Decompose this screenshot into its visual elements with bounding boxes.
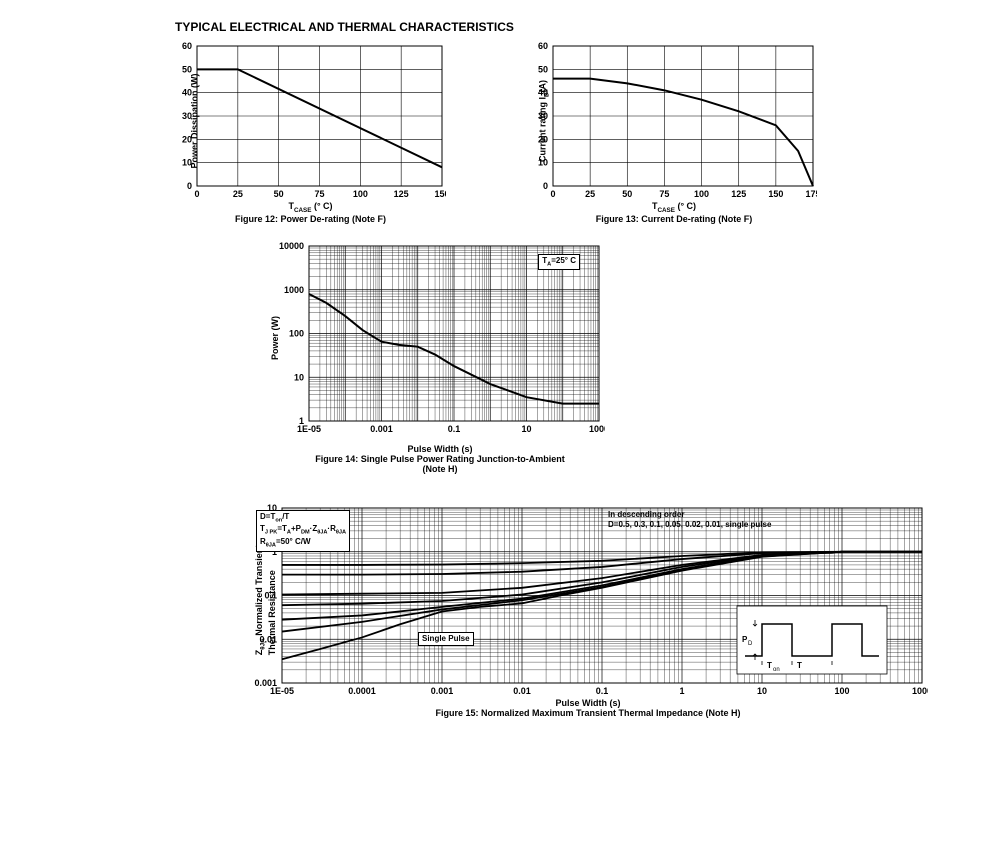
svg-text:1000: 1000 — [589, 424, 605, 434]
fig13-caption: Figure 13: Current De-rating (Note F) — [596, 214, 753, 224]
fig12: Power Dissipation (W) 025507510012515001… — [175, 42, 446, 224]
fig14: Power (W) TA=25° C 1E-050.0010.110100011… — [270, 242, 610, 474]
fig13-ylabel: Current rating ID(A) — [538, 80, 551, 162]
fig12-ylabel: Power Dissipation (W) — [190, 73, 200, 168]
page-title: TYPICAL ELECTRICAL AND THERMAL CHARACTER… — [175, 20, 991, 34]
svg-text:T: T — [767, 661, 772, 670]
fig14-annot: TA=25° C — [538, 254, 580, 271]
svg-text:150: 150 — [768, 189, 783, 199]
svg-text:0: 0 — [543, 181, 548, 191]
svg-text:50: 50 — [274, 189, 284, 199]
svg-text:T: T — [797, 661, 802, 670]
svg-text:1000: 1000 — [912, 686, 928, 696]
fig14-xlabel: Pulse Width (s) — [408, 444, 473, 454]
svg-text:125: 125 — [731, 189, 746, 199]
top-row: Power Dissipation (W) 0 25 50 75 100 125 150 0 1… — [175, 42, 991, 224]
fig14-caption: Figure 14: Single Pulse Power Rating Jun… — [310, 454, 570, 474]
fig15-annot-right: In descending orderD=0.5, 0.3, 0.1, 0.05… — [608, 510, 771, 531]
svg-text:0.1: 0.1 — [596, 686, 609, 696]
svg-text:100: 100 — [834, 686, 849, 696]
svg-text:10: 10 — [521, 424, 531, 434]
svg-text:0.1: 0.1 — [448, 424, 461, 434]
svg-text:150: 150 — [434, 189, 446, 199]
svg-text:0: 0 — [194, 189, 199, 199]
fig13-xlabel: TCASE (° C) — [652, 201, 696, 214]
svg-text:100: 100 — [353, 189, 368, 199]
fig15: ZθJA Normalized TransientThermal Resista… — [185, 504, 991, 718]
svg-text:1: 1 — [299, 416, 304, 426]
svg-text:on: on — [773, 667, 780, 673]
svg-text:D: D — [748, 641, 753, 647]
svg-text:75: 75 — [659, 189, 669, 199]
fig15-ylabel: ZθJA Normalized TransientThermal Resista… — [254, 545, 277, 655]
fig13: Current rating ID(A) 0 25 50 75 100 125 150 175… — [531, 42, 817, 224]
svg-text:60: 60 — [182, 42, 192, 51]
svg-text:0: 0 — [550, 189, 555, 199]
fig14-ylabel: Power (W) — [270, 316, 280, 360]
fig12-xlabel: TCASE (° C) — [288, 201, 332, 214]
svg-text:100: 100 — [289, 328, 304, 338]
svg-text:0: 0 — [187, 181, 192, 191]
svg-text:60: 60 — [538, 42, 548, 51]
svg-text:100: 100 — [694, 189, 709, 199]
svg-text:0.01: 0.01 — [513, 686, 531, 696]
svg-text:50: 50 — [538, 64, 548, 74]
svg-text:75: 75 — [314, 189, 324, 199]
svg-text:0.001: 0.001 — [254, 678, 277, 688]
svg-text:25: 25 — [585, 189, 595, 199]
fig12-caption: Figure 12: Power De-rating (Note F) — [235, 214, 386, 224]
fig15-annot-single: Single Pulse — [418, 632, 474, 646]
svg-text:25: 25 — [233, 189, 243, 199]
fig15-xlabel: Pulse Width (s) — [556, 698, 621, 708]
svg-text:125: 125 — [394, 189, 409, 199]
svg-text:10000: 10000 — [279, 242, 304, 251]
fig15-caption: Figure 15: Normalized Maximum Transient … — [435, 708, 740, 718]
svg-text:50: 50 — [622, 189, 632, 199]
svg-text:175: 175 — [805, 189, 817, 199]
svg-text:1: 1 — [679, 686, 684, 696]
fig15-annot-left: D=Ton/TTJ PK=TA+PDM·ZθJA·RθJARθJA=50° C/… — [256, 510, 350, 552]
svg-text:0.0001: 0.0001 — [348, 686, 376, 696]
svg-text:0.001: 0.001 — [431, 686, 454, 696]
svg-text:10: 10 — [294, 372, 304, 382]
svg-text:10: 10 — [757, 686, 767, 696]
svg-text:1000: 1000 — [284, 285, 304, 295]
svg-text:0.001: 0.001 — [370, 424, 393, 434]
